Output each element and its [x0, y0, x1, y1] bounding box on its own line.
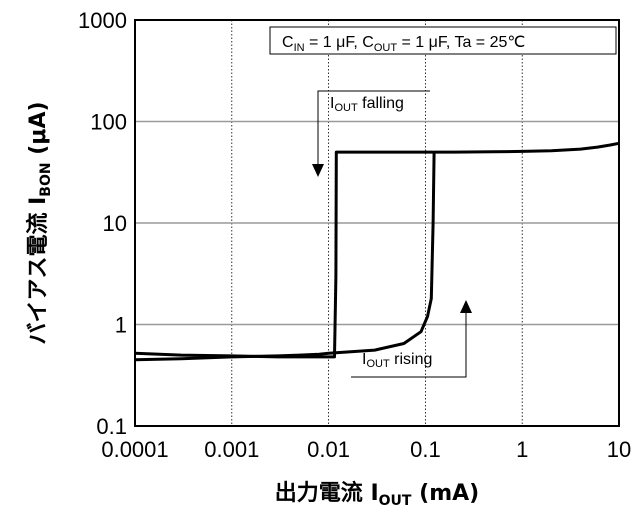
y-axis-label: バイアス電流 IBON (μA) [25, 101, 54, 344]
x-tick-label: 0.01 [307, 437, 350, 462]
series-line-1 [135, 143, 619, 359]
y-tick-labels: 0.1 1 10 100 1000 [78, 8, 127, 439]
annotation-falling: IOUT falling [312, 91, 430, 177]
series-layer [135, 143, 619, 359]
x-tick-label: 1 [516, 437, 528, 462]
condition-box: CIN = 1 μF, COUT = 1 μF, Ta = 25℃ [270, 27, 616, 54]
annotation-falling-label: IOUT falling [330, 95, 404, 114]
series-line-2 [135, 152, 433, 357]
x-axis-label: 出力電流 IOUT (mA) [275, 480, 479, 509]
x-tick-label: 10 [607, 437, 631, 462]
y-tick-label: 1 [115, 313, 127, 338]
x-tick-label: 0.1 [410, 437, 441, 462]
y-tick-label: 10 [103, 211, 127, 236]
x-tick-label: 0.0001 [101, 437, 168, 462]
x-tick-label: 0.001 [204, 437, 259, 462]
annotation-rising-label: IOUT rising [362, 351, 432, 370]
y-tick-label: 1000 [78, 8, 127, 33]
x-tick-labels: 0.0001 0.001 0.01 0.1 1 10 [101, 437, 631, 462]
y-tick-label: 0.1 [96, 414, 127, 439]
y-tick-label: 100 [90, 110, 127, 135]
